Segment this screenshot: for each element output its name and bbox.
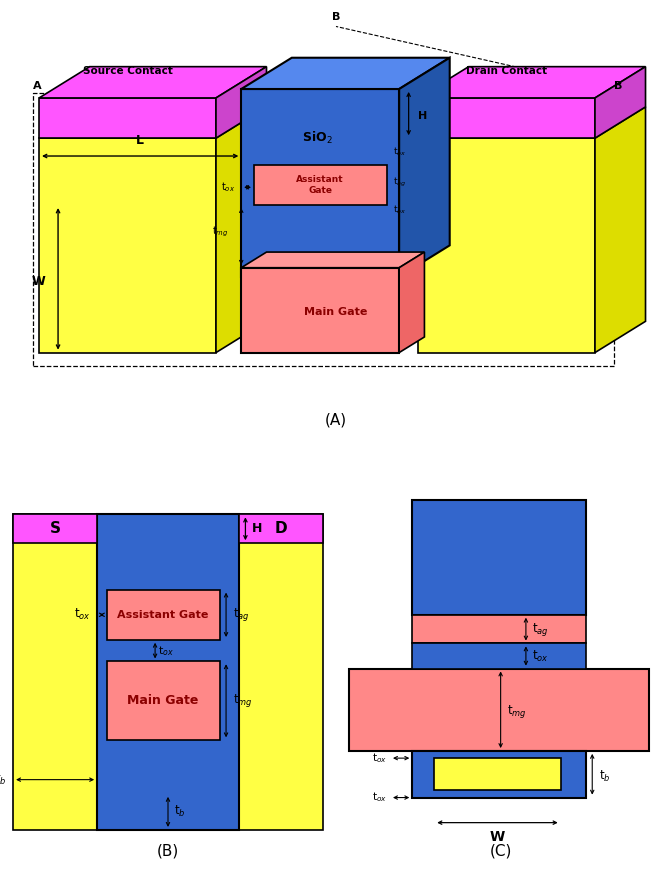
Text: Main Gate: Main Gate: [128, 695, 199, 707]
Text: t$_{ox}$: t$_{ox}$: [393, 203, 406, 215]
Text: L: L: [136, 134, 144, 147]
Text: t$_{mg}$: t$_{mg}$: [212, 225, 228, 239]
Text: Source Contact: Source Contact: [83, 66, 173, 76]
Bar: [412, 500, 586, 615]
Bar: [412, 615, 586, 644]
Bar: [13, 514, 97, 543]
Text: t$_{mg}$: t$_{mg}$: [507, 703, 527, 720]
Bar: [434, 758, 560, 790]
Text: t$_b$: t$_b$: [175, 804, 186, 819]
Text: H: H: [418, 110, 427, 121]
Polygon shape: [595, 67, 646, 138]
Polygon shape: [241, 58, 450, 89]
Text: Main Gate: Main Gate: [304, 307, 368, 317]
Polygon shape: [399, 58, 450, 277]
Bar: [13, 514, 323, 830]
Text: t$_{ox}$: t$_{ox}$: [74, 607, 91, 622]
Text: t$_{ag}$: t$_{ag}$: [233, 606, 249, 624]
Text: t$_{ox}$: t$_{ox}$: [159, 644, 174, 658]
Bar: [39, 138, 216, 353]
Polygon shape: [595, 107, 646, 353]
Bar: [349, 668, 649, 751]
Text: W: W: [32, 274, 46, 287]
Text: t$_{ag}$: t$_{ag}$: [532, 620, 549, 638]
Polygon shape: [39, 107, 267, 138]
Bar: [241, 268, 399, 353]
Polygon shape: [216, 107, 267, 353]
Polygon shape: [418, 67, 646, 98]
Text: Drain Contact: Drain Contact: [466, 66, 547, 76]
Text: (C): (C): [489, 844, 512, 858]
Text: A: A: [33, 81, 42, 91]
Text: (B): (B): [157, 844, 179, 858]
Text: SiO$_2$: SiO$_2$: [302, 131, 333, 146]
Text: t$_b$: t$_b$: [0, 772, 7, 788]
Text: B: B: [332, 12, 340, 22]
Text: t$_{ox}$: t$_{ox}$: [372, 752, 387, 765]
Bar: [97, 514, 239, 830]
Text: D: D: [275, 521, 287, 536]
Text: (A): (A): [325, 412, 347, 427]
Text: t$_{ox}$: t$_{ox}$: [393, 145, 406, 158]
Bar: [418, 98, 595, 138]
Text: t$_{ox}$: t$_{ox}$: [221, 180, 235, 194]
Text: W: W: [490, 830, 505, 844]
Bar: [412, 644, 586, 668]
Text: H: H: [252, 522, 262, 535]
Text: B: B: [614, 81, 622, 91]
Bar: [412, 751, 586, 797]
Bar: [107, 590, 220, 639]
Text: t$_{mg}$: t$_{mg}$: [233, 692, 252, 710]
Text: Assistant Gate: Assistant Gate: [118, 610, 209, 620]
Text: S: S: [50, 521, 60, 536]
Bar: [107, 661, 220, 740]
Text: t$_{ox}$: t$_{ox}$: [532, 648, 549, 663]
Polygon shape: [399, 252, 425, 353]
Polygon shape: [418, 107, 646, 138]
Bar: [254, 165, 386, 205]
Text: Assistant
Gate: Assistant Gate: [296, 175, 344, 194]
Text: t$_{ox}$: t$_{ox}$: [372, 791, 387, 804]
Bar: [418, 138, 595, 353]
Bar: [241, 89, 399, 277]
Bar: [239, 514, 323, 543]
Bar: [39, 98, 216, 138]
Polygon shape: [241, 252, 425, 268]
Polygon shape: [216, 67, 267, 138]
Text: t$_b$: t$_b$: [599, 768, 610, 784]
Polygon shape: [39, 67, 267, 98]
Text: t$_{ag}$: t$_{ag}$: [393, 176, 406, 189]
